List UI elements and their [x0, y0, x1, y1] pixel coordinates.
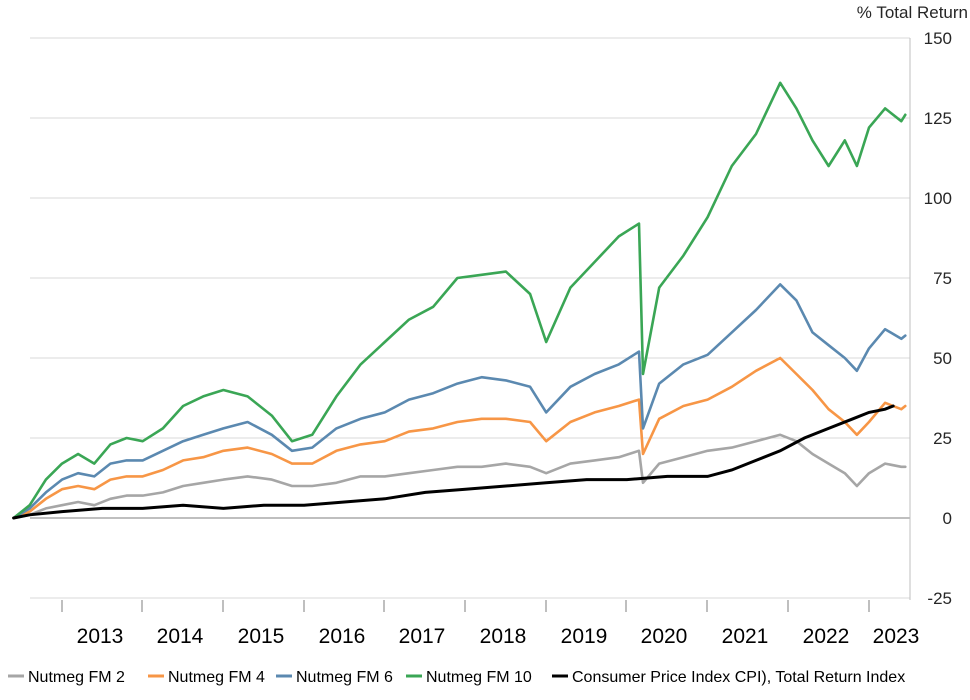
gridlines	[30, 37, 910, 599]
y-tick-label-3: 75	[933, 269, 952, 288]
x-tick-label-8: 2021	[722, 625, 769, 648]
y-tick-label-1: 125	[924, 109, 952, 128]
y-tick-label-2: 100	[924, 189, 952, 208]
legend-label-2: Nutmeg FM 6	[296, 669, 393, 686]
series-line-4	[12, 404, 895, 520]
series-line-1	[12, 356, 907, 520]
y-tick-label-7: -25	[927, 589, 952, 608]
y-tick-label-5: 25	[933, 429, 952, 448]
x-tick-label-1: 2014	[157, 625, 204, 648]
y-axis-unit-label: % Total Return	[857, 3, 968, 22]
y-tick-label-0: 150	[924, 29, 952, 48]
x-tick-label-5: 2018	[480, 625, 527, 648]
legend-label-4: Consumer Price Index CPI), Total Return …	[572, 669, 905, 686]
legend-label-3: Nutmeg FM 10	[426, 669, 532, 686]
y-tick-label-6: 0	[943, 509, 952, 528]
x-tick-label-9: 2022	[803, 625, 850, 648]
legend-label-0: Nutmeg FM 2	[28, 669, 125, 686]
x-tick-label-2: 2015	[238, 625, 285, 648]
series-line-3	[12, 81, 907, 520]
x-tick-label-7: 2020	[641, 625, 688, 648]
x-tick-label-10: 2023	[873, 625, 920, 648]
x-tick-label-6: 2019	[561, 625, 608, 648]
x-tick-label-4: 2017	[399, 625, 446, 648]
legend-label-1: Nutmeg FM 4	[168, 669, 265, 686]
legend: Nutmeg FM 2 Nutmeg FM 4 Nutmeg FM 6 Nutmeg …	[8, 669, 905, 686]
series-line-2	[12, 283, 907, 520]
tick-labels: 150 125 100 75 50 25 0 -25 2013 2014 2015 2016 2017 2…	[77, 29, 952, 648]
series-lines	[12, 81, 907, 520]
x-tick-label-0: 2013	[77, 625, 124, 648]
axes	[30, 38, 911, 612]
x-tick-label-3: 2016	[319, 625, 366, 648]
series-line-0	[12, 433, 907, 520]
y-tick-label-4: 50	[933, 349, 952, 368]
